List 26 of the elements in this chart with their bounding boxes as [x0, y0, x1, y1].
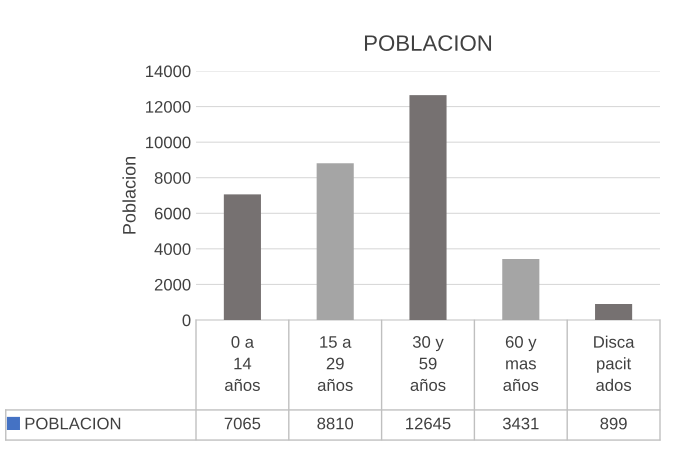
y-tick-label: 6000 [154, 208, 190, 220]
bar [224, 194, 261, 320]
x-tick-label: 60 y mas años [503, 336, 538, 391]
x-tick-label: 30 y 59 años [410, 336, 446, 391]
data-label: 7065 [224, 418, 260, 430]
y-tick-label: 4000 [154, 243, 190, 256]
data-label: 3431 [502, 418, 539, 430]
x-tick-label: Discapacitados [594, 336, 634, 391]
y-tick-label: 10000 [146, 136, 190, 148]
bar [316, 163, 354, 320]
data-label: 899 [600, 418, 627, 430]
y-tick-label: 14000 [146, 65, 190, 78]
y-axis-title: Poblacion [122, 157, 136, 234]
bar [595, 304, 632, 320]
data-label: 12645 [406, 418, 450, 430]
y-tick-label: 8000 [154, 172, 190, 184]
bar [409, 95, 447, 320]
y-tick-label: 0 [182, 314, 190, 326]
text: POBLACION [26, 418, 120, 430]
bar [502, 258, 540, 320]
chart-title: POBLACION [364, 35, 492, 51]
data-label: 8810 [317, 418, 354, 430]
x-tick-label: 15 a 29 años [318, 336, 353, 391]
x-tick-label: 0 a 14 años [225, 336, 260, 391]
y-tick-label: 12000 [146, 100, 190, 113]
y-tick-label: 2000 [154, 278, 190, 291]
